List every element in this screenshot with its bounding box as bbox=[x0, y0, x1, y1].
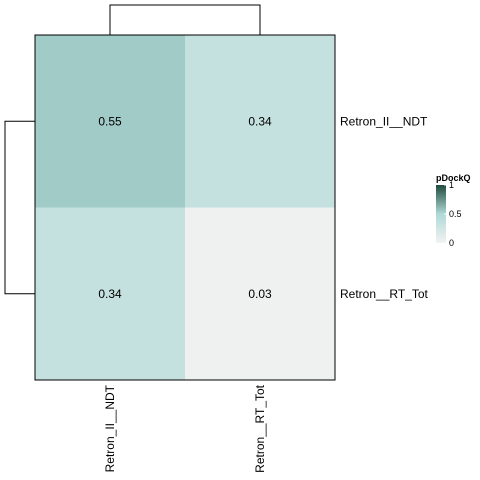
legend-tick-label: 1 bbox=[449, 180, 454, 190]
column-label: Retron_II__NDT bbox=[103, 384, 117, 472]
column-dendrogram bbox=[109, 4, 261, 35]
legend-tick-label: 0 bbox=[449, 238, 454, 248]
column-label: Retron__RT_Tot bbox=[253, 384, 267, 472]
heatmap-cell bbox=[35, 35, 185, 208]
row-label: Retron__RT_Tot bbox=[340, 287, 428, 301]
legend-title: pDockQ bbox=[436, 173, 471, 183]
heatmap-cell bbox=[185, 35, 335, 208]
column-labels: Retron_II__NDT Retron__RT_Tot bbox=[103, 384, 267, 472]
heatmap-cells: 0.55 0.34 0.34 0.03 bbox=[34, 34, 336, 381]
cell-value-label: 0.34 bbox=[248, 114, 272, 128]
cell-value-label: 0.03 bbox=[248, 287, 272, 301]
legend-tick-label: 0.5 bbox=[449, 209, 462, 219]
dendrograms bbox=[4, 4, 261, 295]
row-dendrogram bbox=[4, 120, 35, 295]
heatmap-border bbox=[34, 34, 336, 381]
cell-value-label: 0.55 bbox=[98, 114, 122, 128]
row-labels: Retron_II__NDT Retron__RT_Tot bbox=[340, 114, 428, 301]
heatmap-cell bbox=[185, 207, 335, 380]
legend-colorbar bbox=[436, 185, 446, 243]
heatmap-cell bbox=[35, 207, 185, 380]
cell-value-label: 0.34 bbox=[98, 287, 122, 301]
row-label: Retron_II__NDT bbox=[340, 114, 428, 128]
